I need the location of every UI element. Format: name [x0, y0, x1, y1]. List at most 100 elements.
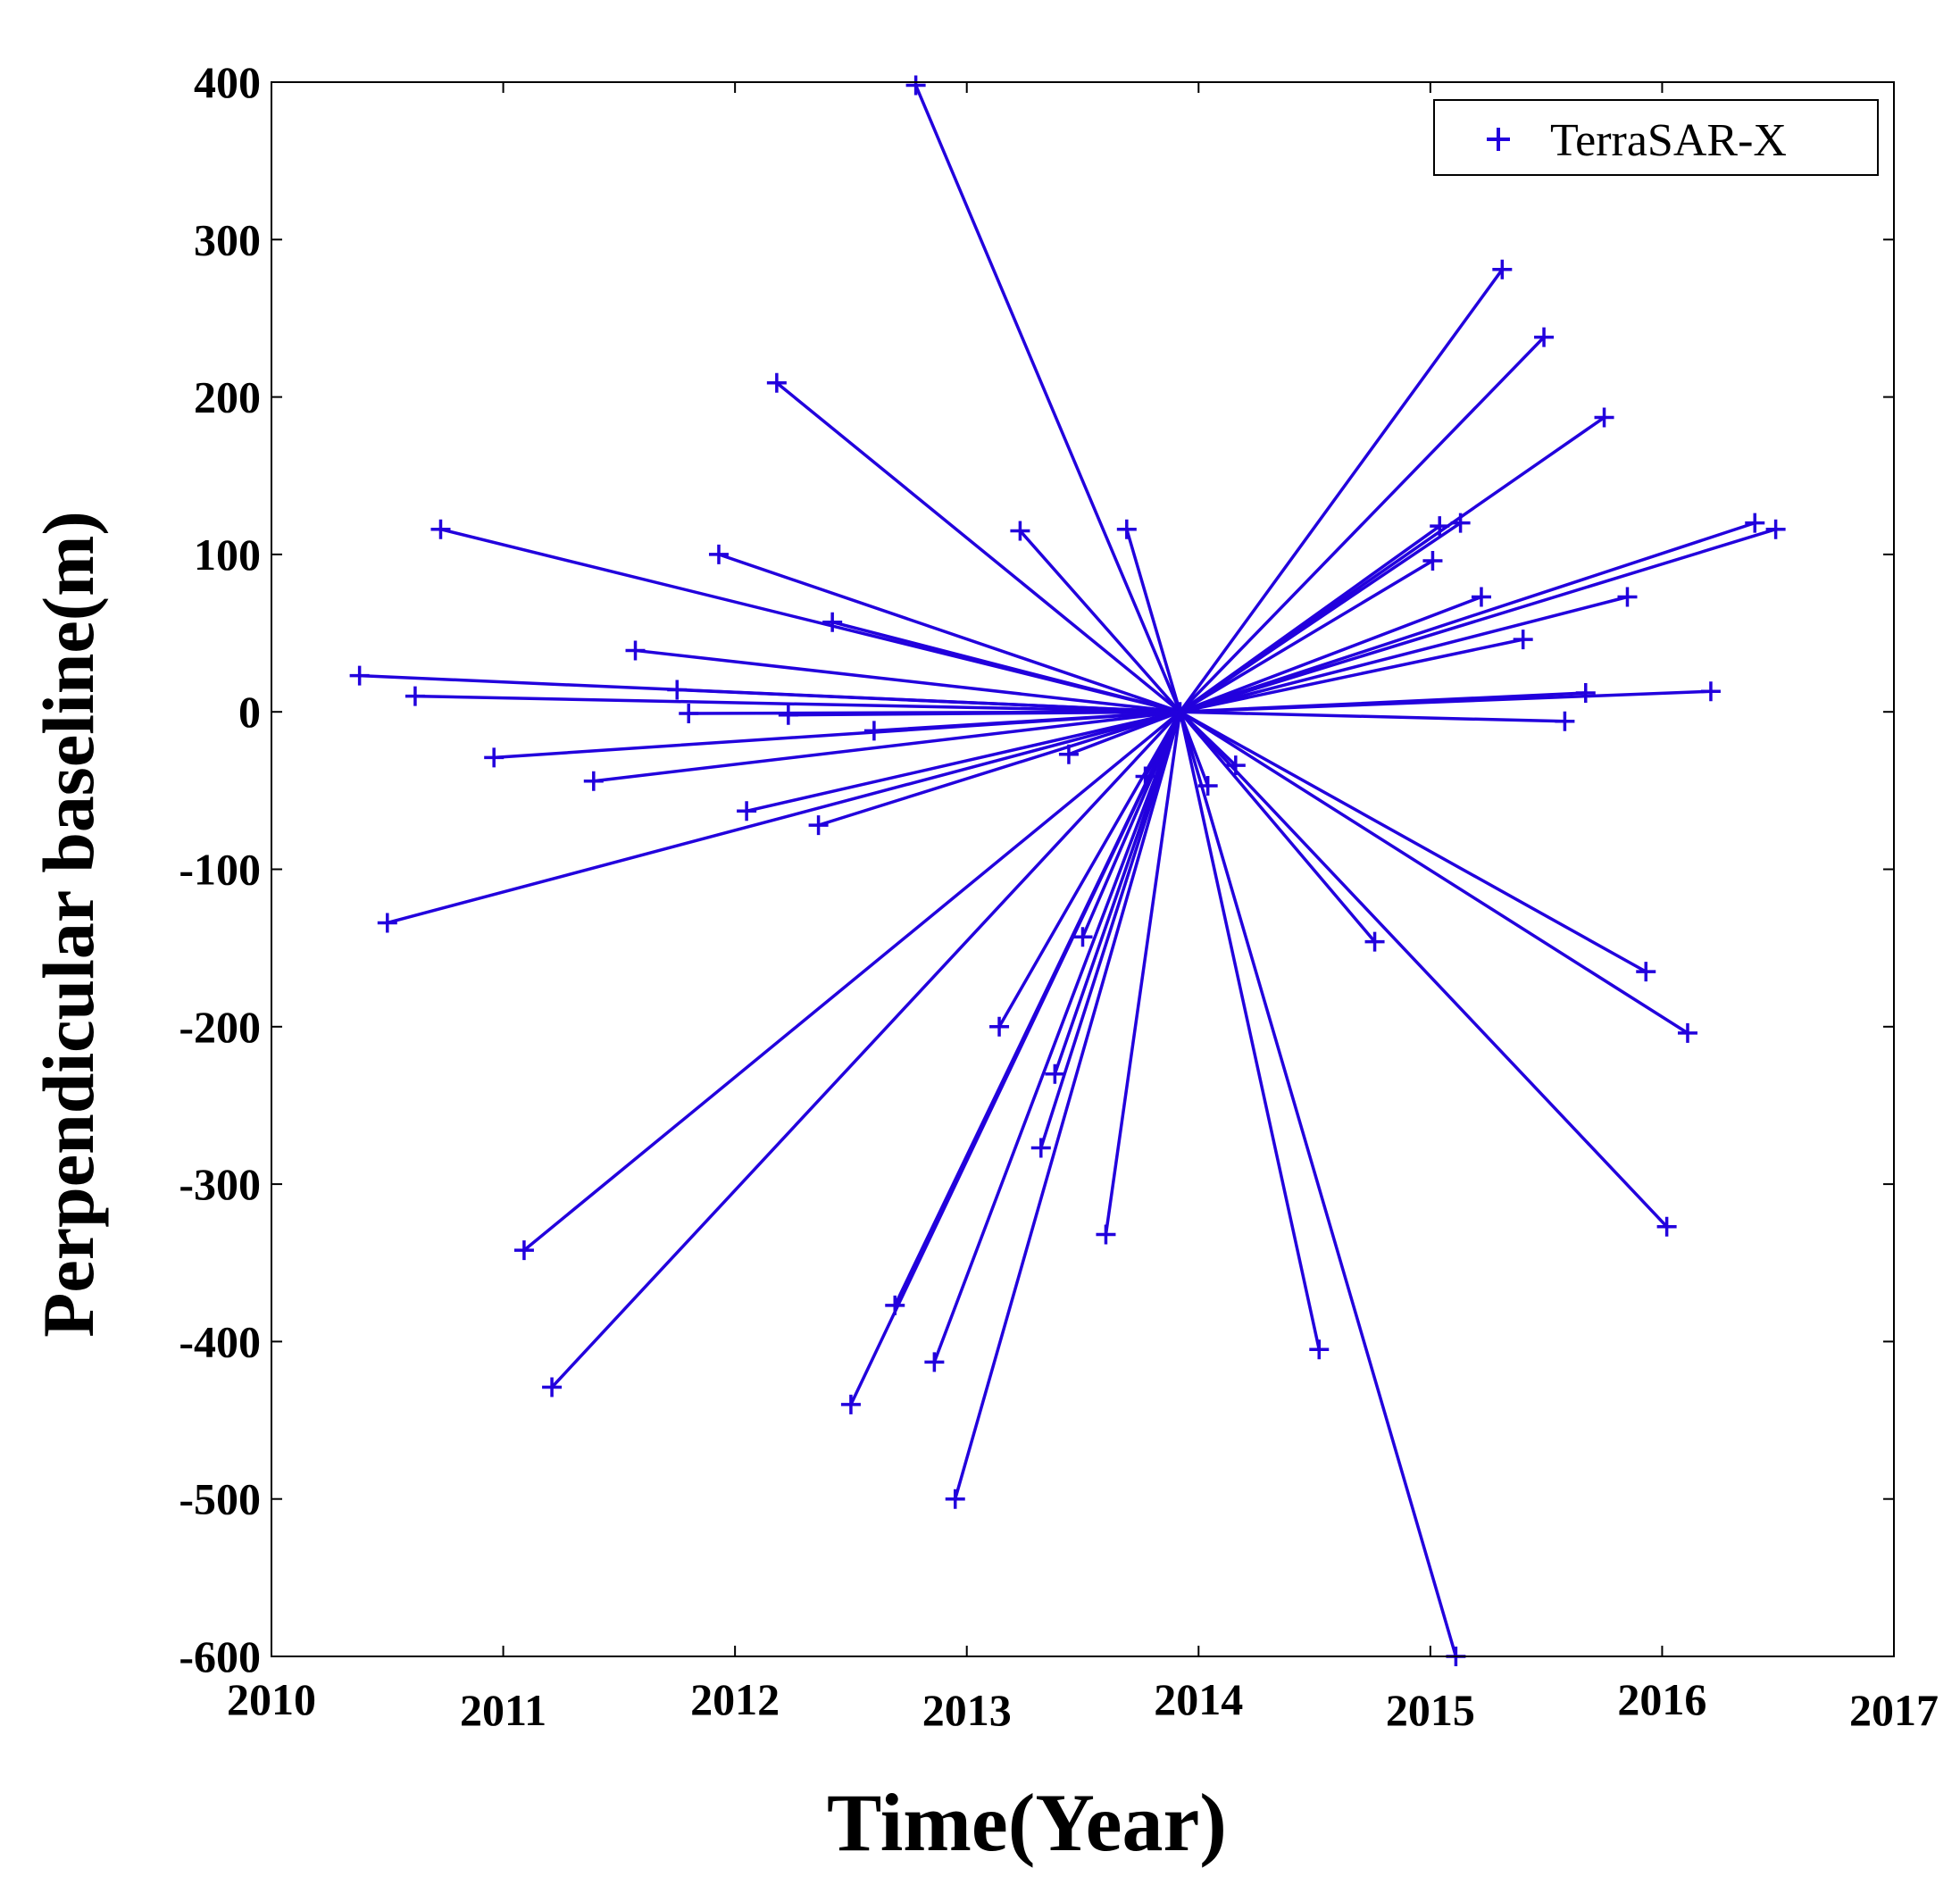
y-tick-label--500: -500	[179, 1474, 261, 1524]
acquisition-point-15	[1617, 587, 1638, 607]
acquisition-point-41	[1677, 1022, 1697, 1043]
acquisition-point-12	[708, 544, 729, 564]
acquisition-point-44	[1656, 1216, 1677, 1237]
acquisition-point-50	[542, 1377, 563, 1397]
baseline-line-15	[1178, 595, 1630, 713]
acquisition-point-6	[1765, 519, 1786, 539]
baseline-line-41	[1178, 710, 1689, 1035]
x-axis-title: Time(Year)	[827, 1777, 1227, 1868]
y-tick-label-100: 100	[194, 530, 261, 580]
baseline-line-39	[1178, 710, 1648, 973]
baseline-line-38	[1178, 710, 1377, 944]
baseline-line-20	[675, 688, 1182, 713]
acquisition-point-24	[679, 703, 699, 723]
y-tick-label--600: -600	[179, 1631, 261, 1681]
acquisition-point-42	[1045, 1063, 1065, 1084]
y-tick-label-400: 400	[194, 57, 261, 107]
acquisition-point-31	[1135, 766, 1155, 787]
x-tick-label-2010: 2010	[227, 1674, 316, 1724]
x-tick-label-2013: 2013	[922, 1685, 1012, 1735]
x-tick-labels: 2010 2011 2012 2013 2014 2015 2016 2017	[227, 1674, 1939, 1735]
acquisition-point-13	[1422, 550, 1443, 571]
baseline-line-40	[997, 710, 1182, 1029]
y-tick-label--200: -200	[179, 1002, 261, 1052]
acquisition-point-48	[1309, 1339, 1330, 1360]
baseline-line-0	[913, 83, 1182, 713]
acquisition-point-28	[1058, 744, 1079, 764]
baseline-line-14	[1178, 595, 1483, 713]
baseline-line-36	[386, 710, 1182, 925]
acquisition-point-46	[513, 1240, 534, 1261]
acquisition-point-5	[1745, 513, 1765, 533]
acquisition-point-1	[1492, 259, 1513, 279]
acquisition-point-18	[625, 640, 646, 661]
acquisition-markers	[349, 75, 1786, 1666]
baseline-line-32	[592, 710, 1182, 783]
acquisition-point-25	[778, 705, 798, 725]
baseline-line-11	[1018, 529, 1182, 713]
acquisition-point-52	[945, 1489, 965, 1509]
acquisition-point-27	[863, 721, 884, 741]
x-tick-label-2016: 2016	[1617, 1674, 1706, 1724]
baseline-line-8	[1178, 524, 1441, 713]
acquisition-point-11	[1010, 521, 1030, 541]
acquisition-point-20	[667, 680, 688, 700]
baseline-line-50	[550, 710, 1182, 1389]
baseline-line-2	[1178, 335, 1546, 713]
baseline-line-51	[849, 710, 1182, 1406]
legend-label: TerraSAR-X	[1550, 115, 1787, 166]
baseline-line-35	[816, 710, 1182, 827]
baseline-line-49	[932, 710, 1182, 1364]
baseline-line-26	[1178, 710, 1567, 723]
acquisition-point-43	[1030, 1138, 1051, 1158]
x-tick-label-2012: 2012	[690, 1674, 780, 1724]
master-acquisition-point	[1170, 702, 1190, 722]
acquisition-point-4	[1594, 407, 1614, 428]
baseline-line-5	[1178, 521, 1757, 713]
baseline-line-53	[1178, 710, 1458, 1658]
acquisition-point-49	[924, 1352, 945, 1372]
acquisition-point-26	[1555, 711, 1575, 731]
acquisition-point-0	[905, 75, 926, 96]
acquisition-point-2	[1534, 327, 1555, 347]
baseline-line-13	[1178, 559, 1435, 713]
baseline-line-52	[953, 710, 1182, 1501]
baseline-line-12	[717, 553, 1182, 713]
acquisition-point-8	[1430, 516, 1450, 537]
legend-marker-icon	[1487, 128, 1510, 151]
acquisition-point-39	[1636, 962, 1656, 982]
baseline-line-46	[522, 710, 1182, 1252]
acquisition-point-34	[737, 801, 757, 822]
acquisition-point-32	[583, 771, 604, 791]
baseline-line-17	[1178, 638, 1525, 713]
y-tick-label-0: 0	[238, 687, 261, 737]
x-tick-label-2015: 2015	[1386, 1685, 1475, 1735]
acquisition-point-3	[766, 372, 787, 393]
acquisition-point-14	[1471, 587, 1491, 607]
baseline-line-22	[1178, 691, 1588, 713]
acquisition-point-29	[484, 747, 505, 768]
acquisition-point-35	[808, 815, 829, 836]
y-tick-label--400: -400	[179, 1316, 261, 1366]
baseline-line-16	[830, 620, 1182, 713]
y-tick-labels: 400 300 200 100 0 -100 -200 -300 -400 -500 -600	[179, 57, 261, 1681]
acquisition-point-30	[1225, 755, 1246, 776]
baseline-line-7	[1178, 521, 1463, 713]
baseline-line-23	[413, 694, 1182, 713]
baseline-line-48	[1178, 710, 1322, 1351]
axis-ticks	[271, 81, 1895, 1657]
baseline-line-6	[1178, 527, 1778, 713]
acquisition-point-22	[1575, 683, 1596, 704]
acquisition-point-36	[377, 913, 397, 933]
acquisition-point-23	[405, 686, 425, 706]
baseline-line-25	[787, 710, 1182, 717]
y-tick-label-300: 300	[194, 214, 261, 264]
acquisition-point-38	[1364, 931, 1385, 952]
acquisition-point-19	[349, 665, 370, 686]
acquisition-point-37	[1072, 927, 1093, 947]
baseline-lines	[357, 83, 1778, 1658]
x-tick-label-2017: 2017	[1849, 1685, 1939, 1735]
acquisition-point-40	[989, 1016, 1010, 1037]
